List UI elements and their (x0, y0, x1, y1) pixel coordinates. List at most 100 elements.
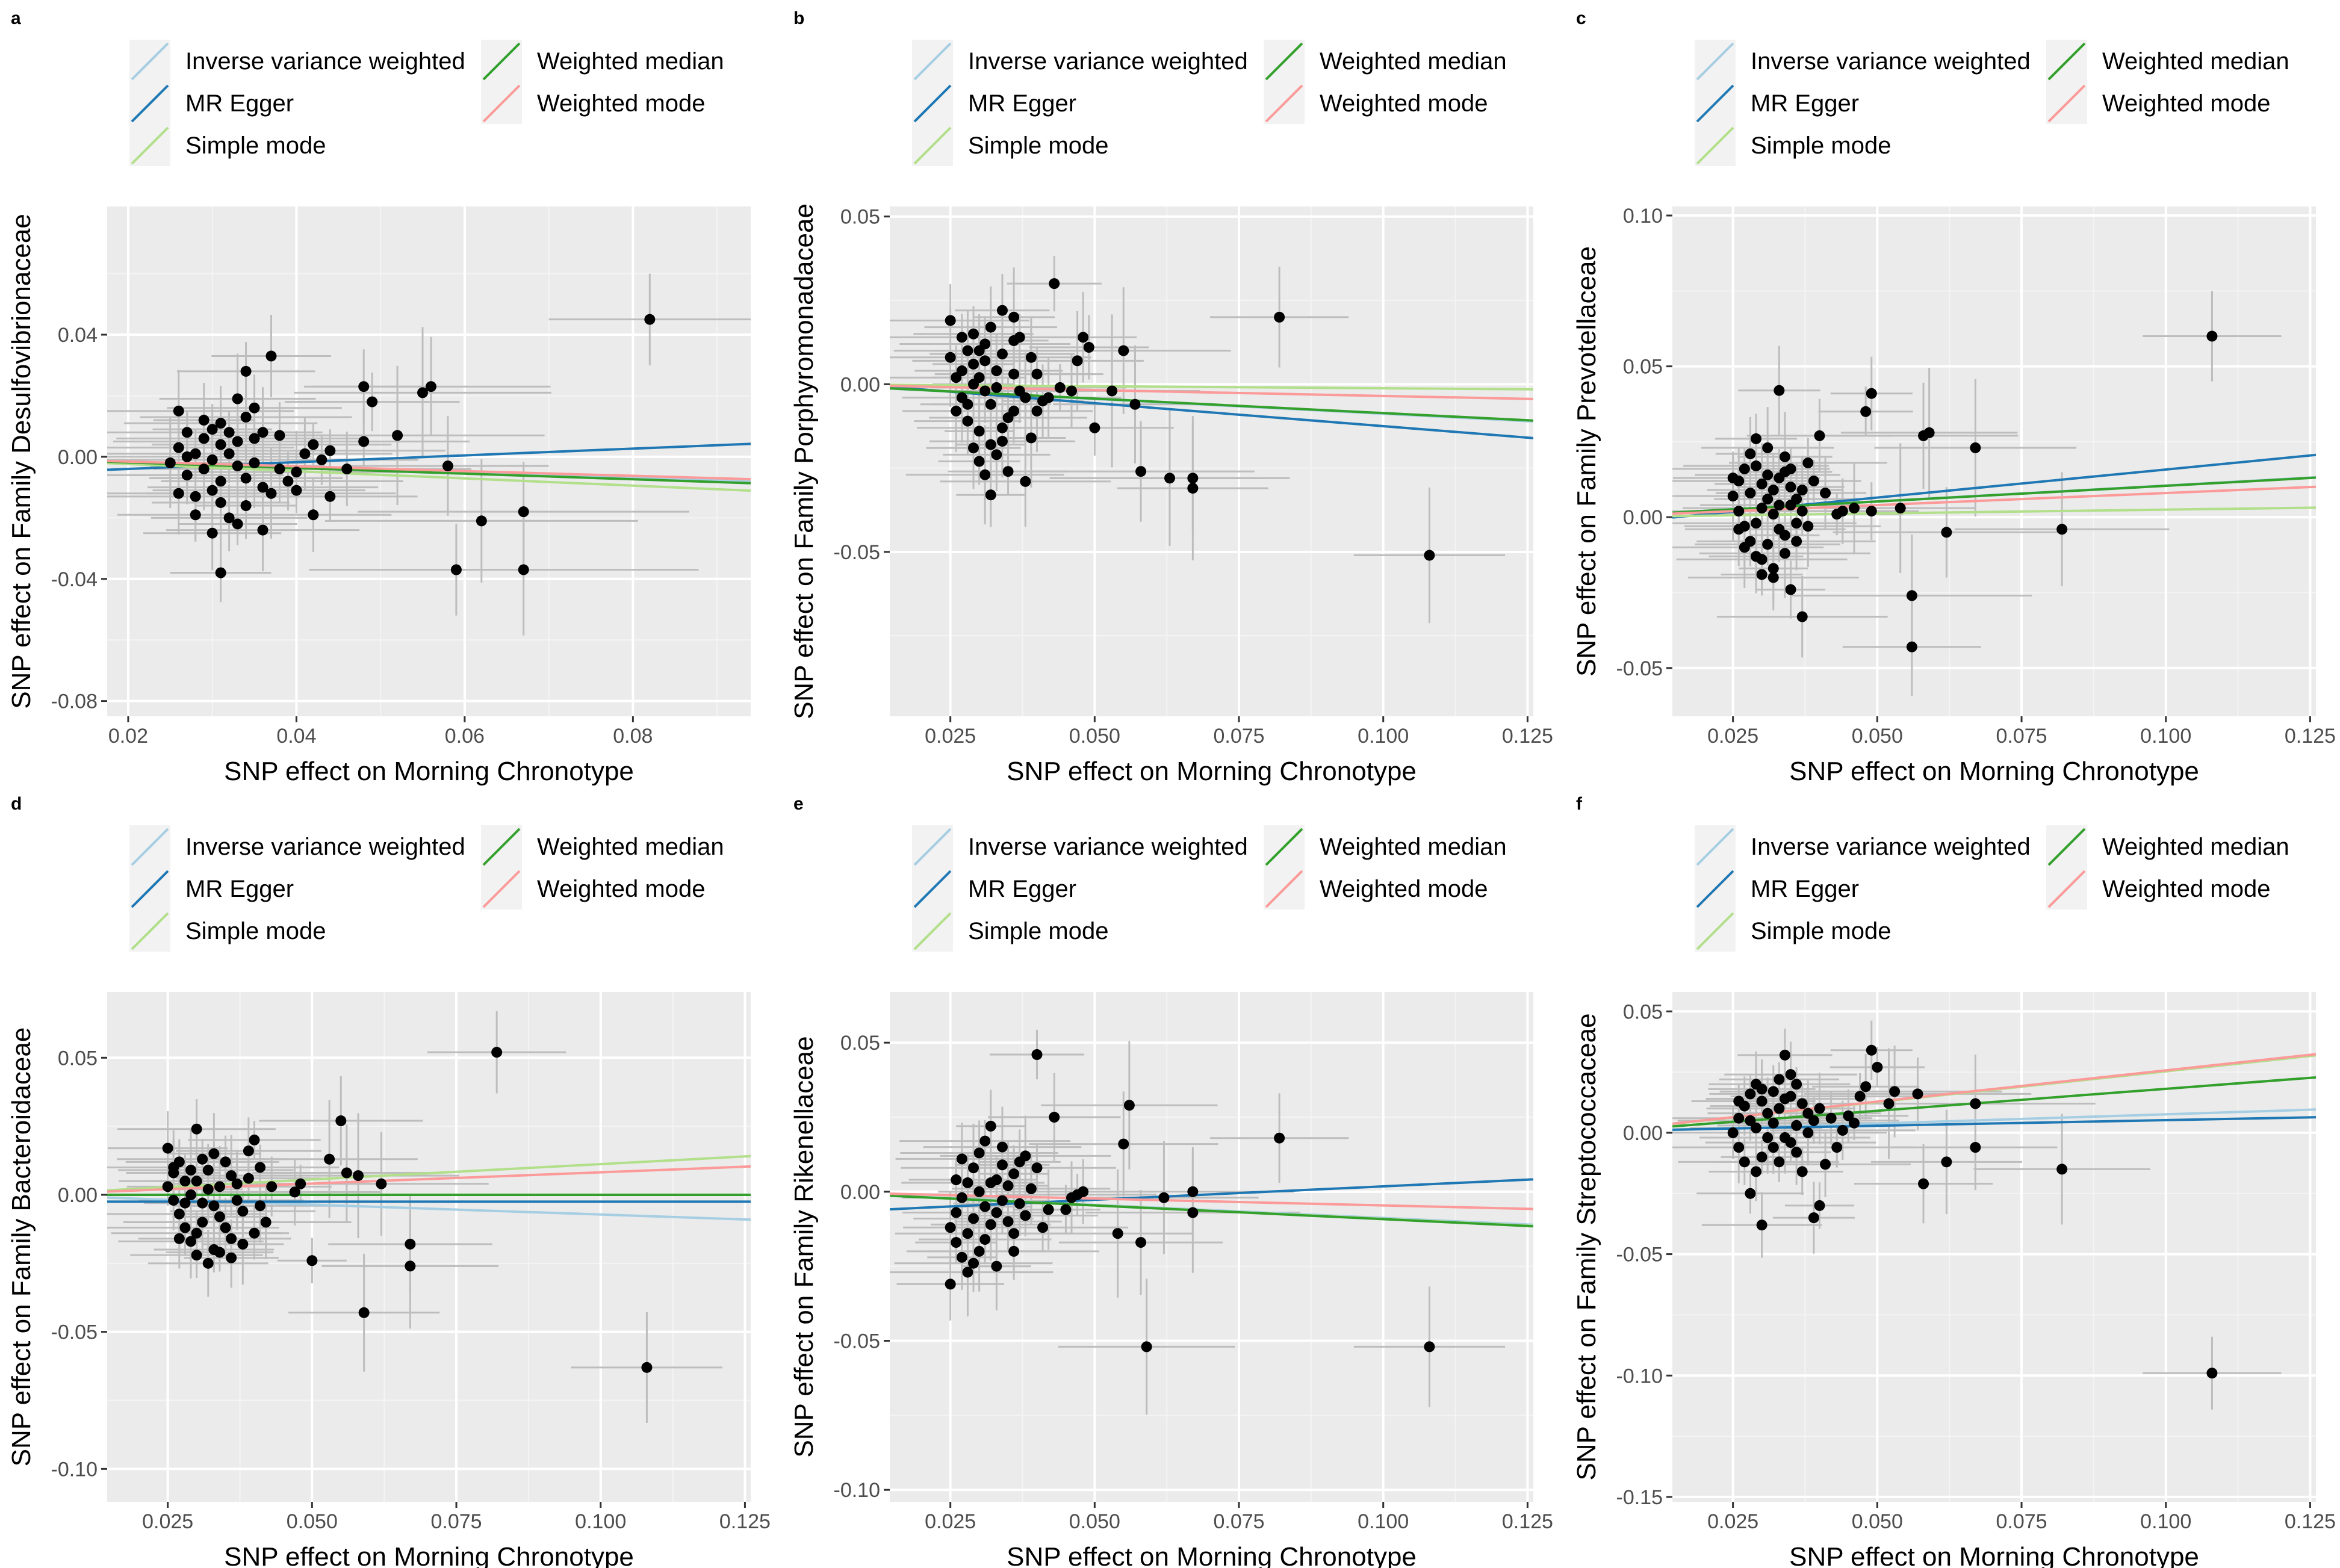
data-point (295, 1178, 306, 1189)
x-axis-title: SNP effect on Morning Chronotype (224, 1542, 634, 1568)
data-point (1014, 385, 1025, 397)
data-point (956, 1251, 967, 1263)
x-tick-label: 0.025 (925, 725, 976, 748)
data-point (198, 415, 209, 426)
points (945, 1049, 1435, 1353)
legend-item-egger: MR Egger (1695, 82, 1859, 124)
data-point (198, 463, 209, 475)
data-point (220, 1156, 231, 1168)
data-point (962, 1228, 973, 1239)
legend-label-egger: MR Egger (1751, 876, 1859, 902)
data-point (1727, 491, 1739, 502)
data-point (1424, 550, 1435, 561)
legend-item-ivw: Inverse variance weighted (912, 825, 1248, 867)
x-tick-label: 0.025 (1707, 725, 1758, 748)
legend-label-wmed: Weighted median (2102, 834, 2289, 860)
data-point (1796, 485, 1808, 496)
data-point (208, 1200, 220, 1212)
data-point (257, 427, 268, 438)
data-point (973, 1245, 985, 1257)
data-point (1796, 1166, 1808, 1177)
data-point (1843, 1110, 1854, 1121)
data-point (973, 1147, 985, 1159)
legend-label-egger: MR Egger (968, 90, 1076, 117)
panel-label: c (1576, 8, 1586, 28)
data-point (1756, 1219, 1767, 1231)
panel-f: f Inverse variance weighted Weighted media… (1572, 794, 2336, 1568)
data-point (1049, 278, 1060, 290)
data-point (1135, 1237, 1147, 1248)
data-point (173, 442, 184, 453)
y-tick-label: -0.05 (1616, 657, 1663, 680)
data-point (1020, 1210, 1031, 1221)
data-point (1831, 509, 1843, 520)
data-point (1187, 1186, 1199, 1197)
data-point (1733, 1142, 1745, 1153)
data-point (1779, 530, 1790, 541)
data-point (1751, 1122, 1762, 1133)
data-point (491, 1047, 503, 1058)
x-tick-label: 0.075 (430, 1510, 482, 1533)
legend-label-ivw: Inverse variance weighted (185, 48, 465, 75)
data-point (226, 1252, 237, 1263)
data-point (641, 1362, 653, 1373)
data-point (1814, 1103, 1825, 1114)
legend-label-wmode: Weighted mode (537, 90, 705, 117)
legend-label-smode: Simple mode (968, 918, 1108, 944)
data-point (996, 436, 1008, 447)
data-point (335, 1115, 347, 1127)
data-point (324, 491, 336, 502)
data-point (168, 1162, 179, 1173)
data-point (996, 1159, 1008, 1171)
panel-c: c Inverse variance weighted Weighted media… (1572, 8, 2336, 786)
panel-label: e (793, 794, 804, 814)
data-point (979, 1135, 991, 1147)
data-point (1274, 311, 1285, 323)
data-point (973, 345, 985, 356)
data-point (962, 415, 973, 427)
x-tick-label: 0.025 (925, 1510, 976, 1533)
data-point (1014, 1156, 1025, 1168)
y-axis-title: SNP effect on Family Desulfovibrionaceae (7, 214, 36, 709)
data-point (1802, 1108, 1814, 1119)
data-point (208, 1148, 220, 1159)
data-point (1774, 1156, 1785, 1168)
data-point (1002, 1216, 1014, 1227)
legend-item-egger: MR Egger (912, 82, 1076, 124)
data-point (962, 398, 973, 410)
axes: 0.025 0.050 0.075 0.100 0.125 -0.10 -0.05 0.00 0… (789, 1032, 1553, 1568)
legend-label-ivw: Inverse variance weighted (1751, 834, 2031, 860)
data-point (282, 476, 294, 487)
data-point (1751, 433, 1762, 444)
data-point (1066, 1192, 1078, 1203)
legend-item-ivw: Inverse variance weighted (1695, 825, 2031, 867)
data-point (223, 512, 235, 524)
data-point (985, 1219, 996, 1230)
data-point (1112, 1228, 1123, 1239)
data-point (991, 1260, 1002, 1272)
data-point (1825, 1112, 1837, 1124)
data-point (353, 1170, 364, 1182)
data-point (1906, 641, 1917, 652)
data-point (358, 381, 370, 392)
data-point (996, 349, 1008, 360)
data-point (265, 488, 277, 499)
data-point (1739, 463, 1750, 475)
data-point (1785, 1069, 1796, 1080)
data-point (1135, 466, 1147, 477)
data-point (1941, 527, 1952, 538)
data-point (1785, 463, 1796, 475)
data-point (257, 524, 268, 536)
data-point (173, 1233, 185, 1244)
data-point (1831, 1142, 1843, 1153)
data-point (1866, 506, 1877, 517)
data-point (1779, 548, 1790, 559)
data-point (2056, 1164, 2068, 1175)
x-tick-label: 0.100 (2140, 725, 2191, 748)
data-point (316, 454, 327, 465)
data-point (996, 305, 1008, 316)
legend-label-ivw: Inverse variance weighted (1751, 48, 2031, 75)
data-point (1796, 1098, 1808, 1109)
data-point (1767, 1142, 1779, 1153)
points (1727, 330, 2218, 652)
